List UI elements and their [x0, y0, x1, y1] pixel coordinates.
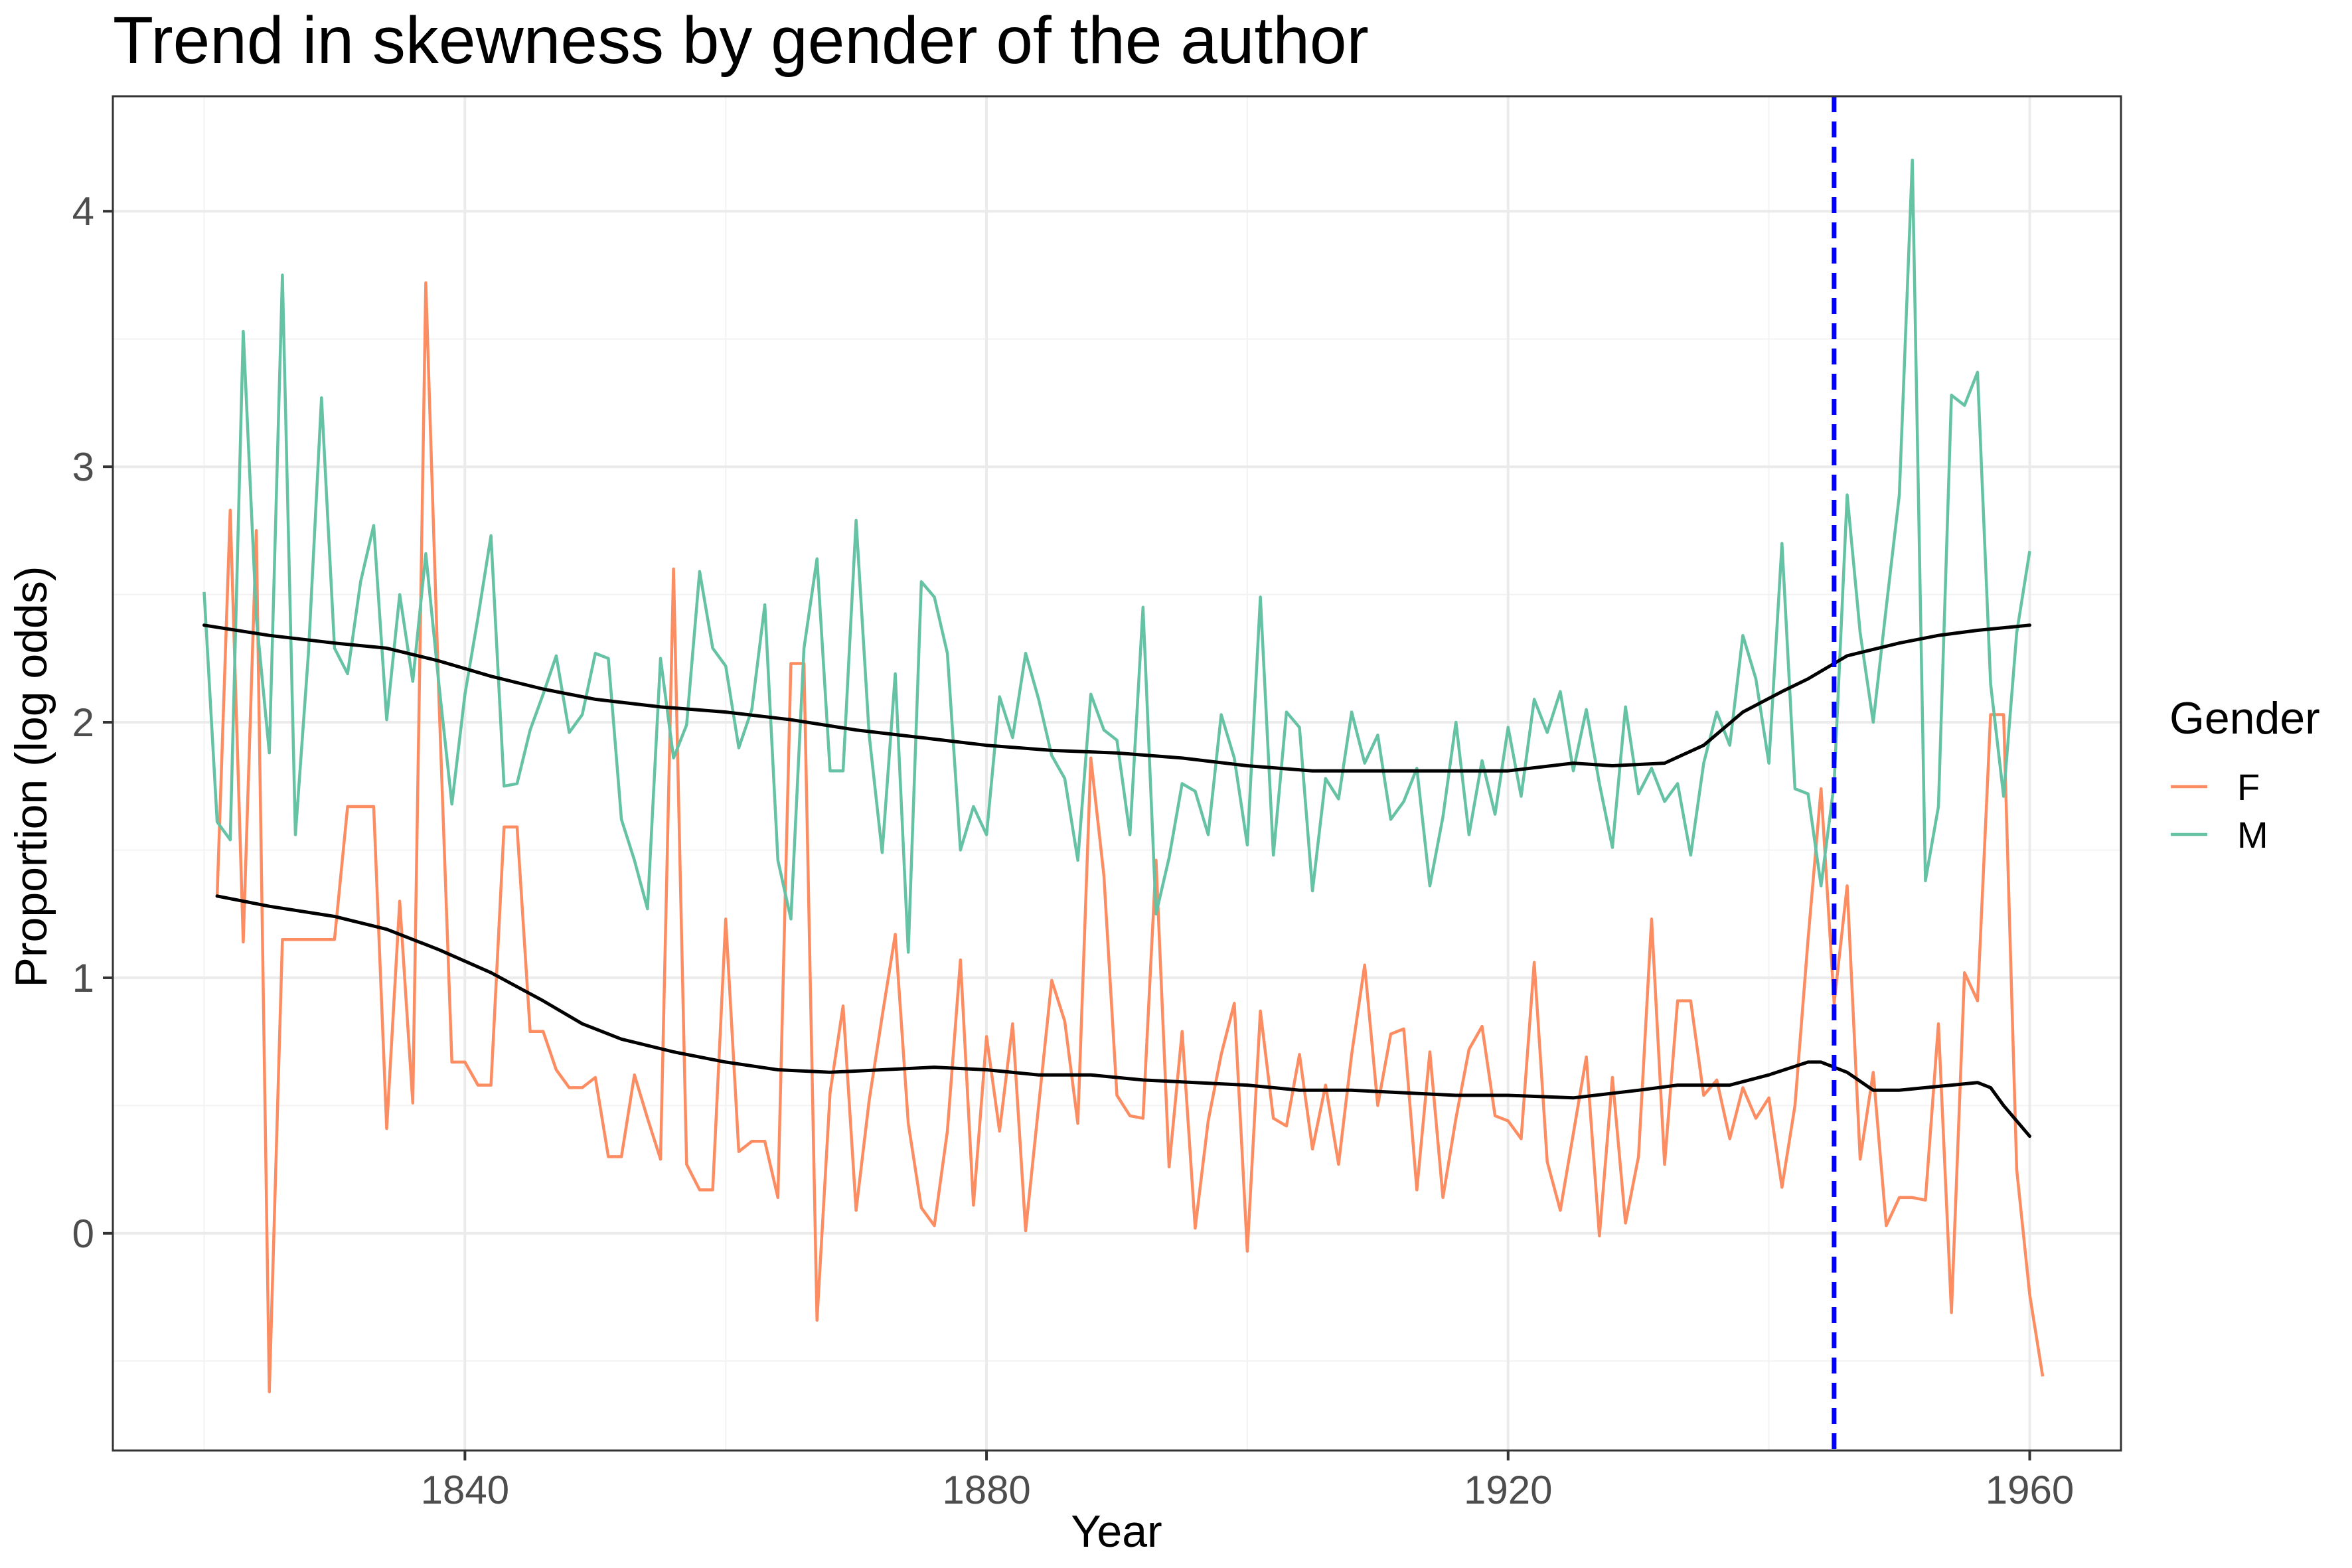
gridlines	[113, 96, 2121, 1450]
x-tick-label: 1960	[1986, 1468, 2074, 1512]
legend-label-f: F	[2237, 766, 2260, 808]
legend-item-m: M	[2171, 814, 2268, 856]
x-tick-label: 1880	[942, 1468, 1030, 1512]
y-tick-label: 3	[72, 445, 94, 489]
trend-line-f	[215, 894, 2031, 1138]
plot-background	[113, 96, 2121, 1450]
trend-layer	[202, 623, 2031, 1138]
series-line-f	[215, 281, 2045, 1393]
legend-item-f: F	[2171, 766, 2260, 808]
legend-label-m: M	[2237, 814, 2268, 856]
x-axis-title: Year	[1071, 1506, 1162, 1557]
legend: Gender FM	[2169, 693, 2320, 856]
x-axis: 1840 1880 1920 1960	[421, 1450, 2074, 1512]
y-tick-label: 0	[72, 1212, 94, 1256]
panel-frame	[112, 95, 2122, 1452]
panel-border	[112, 95, 2122, 1452]
x-tick-label: 1920	[1464, 1468, 1552, 1512]
series-line-m	[202, 158, 2031, 954]
x-tick-label: 1840	[421, 1468, 509, 1512]
y-axis-title: Proportion (log odds)	[6, 566, 56, 987]
y-tick-label: 1	[72, 956, 94, 1000]
y-tick-label: 2	[72, 700, 94, 745]
y-axis: 0 1 2 3 4	[72, 189, 113, 1256]
trend-line-m	[202, 623, 2031, 773]
legend-title: Gender	[2169, 693, 2320, 744]
chart-title: Trend in skewness by gender of the autho…	[113, 3, 1369, 78]
series-layer	[202, 158, 2045, 1393]
y-tick-label: 4	[72, 189, 94, 234]
plot-panel	[113, 96, 2121, 1450]
